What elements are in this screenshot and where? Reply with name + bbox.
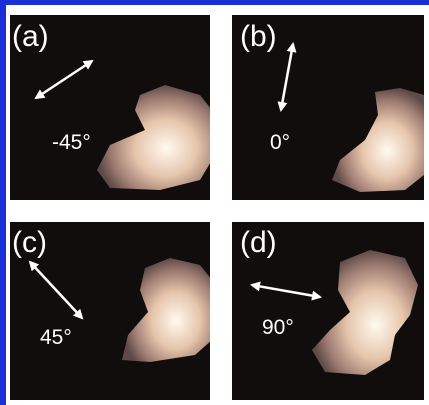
- panel-label: (a): [12, 20, 49, 53]
- panel-b: (b) 0°: [232, 15, 424, 200]
- border-left: [0, 0, 6, 405]
- panel-a: (a) -45°: [10, 15, 212, 200]
- panel-label: (d): [240, 226, 277, 259]
- figure: (a) -45° (b) 0° (c) 45° (d) 90°: [0, 0, 429, 405]
- angle-label: 0°: [270, 131, 290, 154]
- angle-label: 90°: [262, 316, 294, 339]
- panel-d: (d) 90°: [232, 222, 424, 400]
- angle-label: -45°: [52, 131, 91, 154]
- angle-label: 45°: [40, 326, 72, 349]
- panel-label: (b): [240, 20, 277, 53]
- panel-c: (c) 45°: [10, 222, 212, 400]
- panel-label: (c): [12, 226, 47, 259]
- border-top: [0, 0, 429, 5]
